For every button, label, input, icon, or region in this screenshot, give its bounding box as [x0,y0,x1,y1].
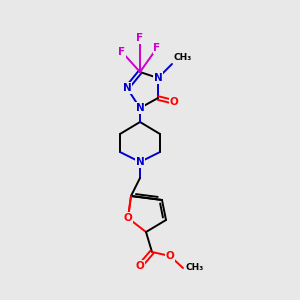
Text: N: N [136,103,144,113]
Text: F: F [118,47,126,57]
Text: O: O [169,97,178,107]
Text: N: N [136,157,144,167]
Text: N: N [123,83,131,93]
Text: N: N [154,73,162,83]
Text: O: O [124,213,132,223]
Text: CH₃: CH₃ [174,53,192,62]
Text: F: F [136,33,144,43]
Text: CH₃: CH₃ [185,263,203,272]
Text: O: O [136,261,144,271]
Text: F: F [153,43,161,53]
Text: O: O [166,251,174,261]
